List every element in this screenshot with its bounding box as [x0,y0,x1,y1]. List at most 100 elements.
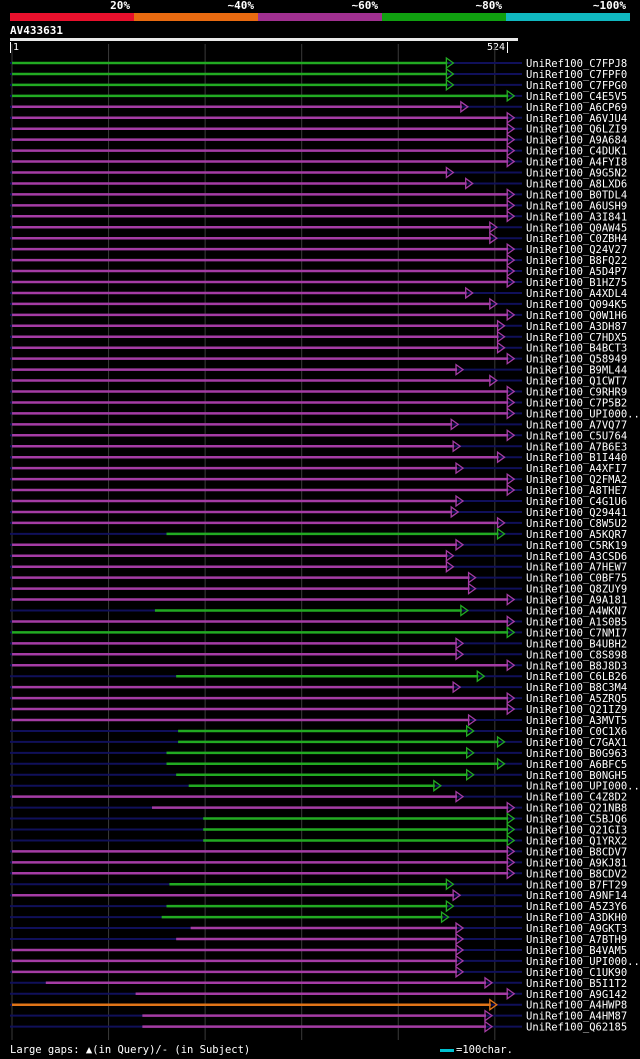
hit-name-link[interactable]: UniRef100_C8S898 [526,649,627,661]
hit-row[interactable]: UniRef100_C0BF75 [10,571,627,585]
hit-name-link[interactable]: UniRef100_A5D4P7 [526,266,627,278]
hit-name-link[interactable]: UniRef100_A9A181 [526,595,627,607]
hit-name-link[interactable]: UniRef100_C5U764 [526,430,627,442]
hit-row[interactable]: UniRef100_B8J8D3 [10,658,627,672]
hit-row[interactable]: UniRef100_A6USH9 [10,199,627,212]
hit-row[interactable]: UniRef100_C8S898 [10,648,627,661]
hit-row[interactable]: UniRef100_A4WKN7 [10,604,627,618]
hit-row[interactable]: UniRef100_A4FYI8 [10,155,627,169]
hit-row[interactable]: UniRef100_B8FQ22 [10,253,627,267]
hit-name-link[interactable]: UniRef100_A4WKN7 [526,606,627,618]
hit-row[interactable]: UniRef100_A8THE7 [10,483,627,497]
hit-row[interactable]: UniRef100_Q62185 [10,1020,627,1034]
hit-name-link[interactable]: UniRef100_C4G1U6 [526,496,627,508]
hit-row[interactable]: UniRef100_A9GKT3 [10,921,627,935]
hit-name-link[interactable]: UniRef100_Q1YRX2 [526,835,627,847]
hit-name-link[interactable]: UniRef100_C7NMI7 [526,627,627,639]
hit-name-link[interactable]: UniRef100_C7FPJ8 [526,58,627,70]
hit-row[interactable]: UniRef100_B8CDV7 [10,845,627,858]
hit-row[interactable]: UniRef100_A3MVT5 [10,713,627,727]
hit-row[interactable]: UniRef100_Q29441 [10,505,627,519]
hit-name-link[interactable]: UniRef100_Q29441 [526,507,627,519]
hit-row[interactable]: UniRef100_C8W5U2 [10,516,627,530]
hit-name-link[interactable]: UniRef100_B1HZ75 [526,277,627,289]
hit-name-link[interactable]: UniRef100_B4UBH2 [526,638,627,650]
hit-name-link[interactable]: UniRef100_C0ZBH4 [526,233,627,245]
hit-name-link[interactable]: UniRef100_C7GAX1 [526,737,627,749]
hit-row[interactable]: UniRef100_B4UBH2 [10,637,627,650]
hit-row[interactable]: UniRef100_Q094K5 [10,297,627,311]
hit-row[interactable]: UniRef100_A4XDL4 [10,286,627,300]
hit-row[interactable]: UniRef100_A6BFC5 [10,757,627,771]
hit-row[interactable]: UniRef100_A9G142 [10,987,627,1001]
hit-name-link[interactable]: UniRef100_B8J8D3 [526,660,627,672]
hit-row[interactable]: UniRef100_Q2FMA2 [10,472,627,486]
hit-row[interactable]: UniRef100_A4HM87 [10,1009,627,1023]
hit-row[interactable]: UniRef100_C9RHR9 [10,385,627,399]
hit-name-link[interactable]: UniRef100_A6CP69 [526,102,627,114]
hit-row[interactable]: UniRef100_A5Z3Y6 [10,899,627,913]
hit-name-link[interactable]: UniRef100_Q094K5 [526,299,627,311]
hit-name-link[interactable]: UniRef100_A3MVT5 [526,715,627,727]
hit-name-link[interactable]: UniRef100_Q2FMA2 [526,474,627,486]
hit-name-link[interactable]: UniRef100_A3DKH0 [526,912,627,924]
hit-row[interactable]: UniRef100_B1HZ75 [10,275,627,289]
hit-row[interactable]: UniRef100_B7FT29 [10,877,627,891]
hit-row[interactable]: UniRef100_C4E5V5 [10,89,627,103]
hit-row[interactable]: UniRef100_A7VQ77 [10,418,627,431]
hit-row[interactable]: UniRef100_Q58949 [10,352,627,366]
hit-name-link[interactable]: UniRef100_A4XFI7 [526,463,627,475]
hit-row[interactable]: UniRef100_B8CDV2 [10,867,627,880]
hit-name-link[interactable]: UniRef100_Q58949 [526,354,627,366]
hit-row[interactable]: UniRef100_C6LB26 [10,669,627,683]
hit-row[interactable]: UniRef100_Q21NB8 [10,801,627,815]
hit-name-link[interactable]: UniRef100_B5I1T2 [526,978,627,990]
hit-name-link[interactable]: UniRef100_C0BF75 [526,573,627,585]
hit-name-link[interactable]: UniRef100_C4E5V5 [526,91,627,103]
hit-row[interactable]: UniRef100_C0C1X6 [10,724,627,738]
hit-name-link[interactable]: UniRef100_Q8ZUY9 [526,584,627,596]
hit-name-link[interactable]: UniRef100_Q0W1H6 [526,310,627,322]
hit-name-link[interactable]: UniRef100_B8FQ22 [526,255,627,267]
hit-name-link[interactable]: UniRef100_C4DUK1 [526,146,627,158]
hit-row[interactable]: UniRef100_A6CP69 [10,100,627,114]
hit-row[interactable]: UniRef100_Q0W1H6 [10,308,627,322]
hit-name-link[interactable]: UniRef100_A3I841 [526,211,627,223]
hit-name-link[interactable]: UniRef100_A7BTH9 [526,934,627,946]
hit-name-link[interactable]: UniRef100_A3CSD6 [526,551,627,563]
hit-name-link[interactable]: UniRef100_B8C3M4 [526,682,627,694]
hit-name-link[interactable]: UniRef100_Q24V27 [526,244,627,256]
hit-row[interactable]: UniRef100_A6VJU4 [10,111,627,125]
hit-name-link[interactable]: UniRef100_B0TDL4 [526,189,627,201]
hit-row[interactable]: UniRef100_A3DKH0 [10,910,627,924]
hit-name-link[interactable]: UniRef100_C0C1X6 [526,726,627,738]
hit-row[interactable]: UniRef100_Q6LZI9 [10,122,627,136]
hit-row[interactable]: UniRef100_C5U764 [10,429,627,442]
hit-name-link[interactable]: UniRef100_B0NGH5 [526,770,627,782]
hit-row[interactable]: UniRef100_A9KJ81 [10,856,627,869]
hit-name-link[interactable]: UniRef100_Q62185 [526,1022,627,1034]
hit-name-link[interactable]: UniRef100_A6USH9 [526,200,627,212]
hit-name-link[interactable]: UniRef100_B0G963 [526,748,627,760]
hit-name-link[interactable]: UniRef100_C6LB26 [526,671,627,683]
hit-name-link[interactable]: UniRef100_C5RK19 [526,540,627,552]
hit-row[interactable]: UniRef100_Q1CWT7 [10,374,627,388]
hit-name-link[interactable]: UniRef100_C4Z8D2 [526,792,627,804]
hit-row[interactable]: UniRef100_UPI000... [10,779,640,793]
hit-row[interactable]: UniRef100_A1S0B5 [10,615,627,628]
hit-name-link[interactable]: UniRef100_C7FPF0 [526,69,627,81]
hit-row[interactable]: UniRef100_Q1YRX2 [10,834,627,847]
hit-name-link[interactable]: UniRef100_A9GKT3 [526,923,627,935]
hit-name-link[interactable]: UniRef100_B4VAM5 [526,945,627,957]
hit-name-link[interactable]: UniRef100_C8W5U2 [526,518,627,530]
hit-name-link[interactable]: UniRef100_B1I440 [526,452,627,464]
hit-row[interactable]: UniRef100_A9A684 [10,133,627,147]
hit-row[interactable]: UniRef100_A9G5N2 [10,166,627,180]
hit-row[interactable]: UniRef100_UPI000... [10,954,640,968]
hit-name-link[interactable]: UniRef100_A5Z3Y6 [526,901,627,913]
hit-row[interactable]: UniRef100_A3CSD6 [10,549,627,563]
hit-row[interactable]: UniRef100_B9ML44 [10,363,627,377]
hit-row[interactable]: UniRef100_B4BCT3 [10,341,627,355]
hit-name-link[interactable]: UniRef100_Q21IZ9 [526,704,627,716]
hit-row[interactable]: UniRef100_A5KQR7 [10,527,627,541]
